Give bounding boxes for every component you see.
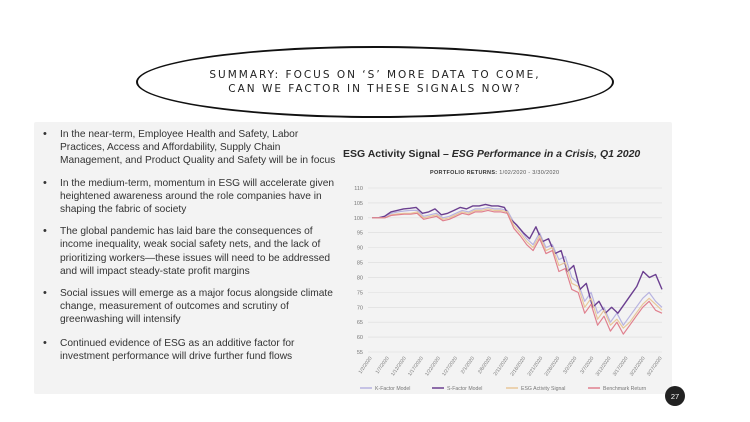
y-tick-label: 70 (357, 305, 363, 311)
x-tick-label: 3/2/2020 (562, 356, 578, 376)
x-tick-label: 2/16/2020 (509, 356, 527, 378)
y-tick-label: 65 (357, 320, 363, 326)
legend-label: ESG Activity Signal (521, 386, 565, 392)
legend-label: Benchmark Return (603, 386, 646, 392)
bullet-item: The global pandemic has laid bare the co… (40, 225, 340, 278)
line-chart: 55 60 65 70 75 80 85 90 95 100 105 110 1/2/2020 1/7/2… (354, 186, 664, 392)
x-tick-label: 1/17/2020 (407, 356, 425, 378)
page-number-badge: 27 (665, 386, 685, 406)
bullet-item: Social issues will emerge as a major foc… (40, 287, 340, 327)
x-tick-label: 1/27/2020 (441, 356, 459, 378)
y-tick-label: 90 (357, 246, 363, 252)
x-tick-label: 1/12/2020 (390, 356, 408, 378)
chart-title-italic: ESG Performance in a Crisis, Q1 2020 (451, 148, 641, 160)
summary-title-line2: CAN WE FACTOR IN THESE SIGNALS NOW? (228, 83, 522, 95)
x-tick-label: 3/17/2020 (612, 356, 630, 378)
x-tick-label: 3/12/2020 (595, 356, 613, 378)
y-tick-label: 105 (354, 201, 363, 207)
bullet-item: Continued evidence of ESG as an additive… (40, 337, 340, 363)
y-tick-label: 60 (357, 335, 363, 341)
bullet-item: In the medium-term, momentum in ESG will… (40, 177, 340, 217)
x-tick-label: 2/6/2020 (477, 356, 493, 376)
chart-title: ESG Activity Signal – ESG Performance in… (343, 148, 663, 160)
legend-label: K-Factor Model (375, 386, 410, 392)
chart-title-main: ESG Activity Signal – (343, 148, 452, 160)
x-tick-label: 3/27/2020 (646, 356, 664, 378)
y-tick-label: 80 (357, 275, 363, 281)
chart-subtitle: PORTFOLIO RETURNS: 1/02/2020 - 3/30/2020 (430, 170, 559, 176)
x-tick-label: 3/7/2020 (579, 356, 595, 376)
series-line-s-factor-model (372, 203, 663, 314)
x-tick-label: 2/11/2020 (493, 356, 511, 378)
y-tick-label: 85 (357, 261, 363, 267)
x-tick-label: 2/26/2020 (544, 356, 562, 378)
summary-title-oval: SUMMARY: FOCUS ON ‘S’ MORE DATA TO COME,… (136, 46, 614, 118)
y-tick-label: 55 (357, 350, 363, 356)
series-line-benchmark-return (372, 209, 663, 335)
x-tick-label: 1/7/2020 (375, 356, 391, 376)
chart-subtitle-label: PORTFOLIO RETURNS: (430, 170, 498, 176)
series-line-esg-activity-signal (372, 208, 663, 329)
bullet-list: In the near-term, Employee Health and Sa… (40, 128, 340, 372)
y-tick-label: 100 (354, 216, 363, 222)
y-tick-label: 110 (354, 186, 363, 192)
x-tick-label: 2/21/2020 (527, 356, 545, 378)
x-tick-label: 1/22/2020 (424, 356, 442, 378)
summary-title-line1: SUMMARY: FOCUS ON ‘S’ MORE DATA TO COME, (209, 69, 541, 81)
x-tick-label: 2/1/2020 (460, 356, 476, 376)
legend-label: S-Factor Model (447, 386, 482, 392)
y-tick-label: 95 (357, 231, 363, 237)
x-tick-label: 3/22/2020 (629, 356, 647, 378)
bullet-item: In the near-term, Employee Health and Sa… (40, 128, 340, 168)
y-tick-label: 75 (357, 290, 363, 296)
x-tick-label: 1/2/2020 (358, 356, 374, 376)
chart-subtitle-range: 1/02/2020 - 3/30/2020 (499, 170, 560, 176)
